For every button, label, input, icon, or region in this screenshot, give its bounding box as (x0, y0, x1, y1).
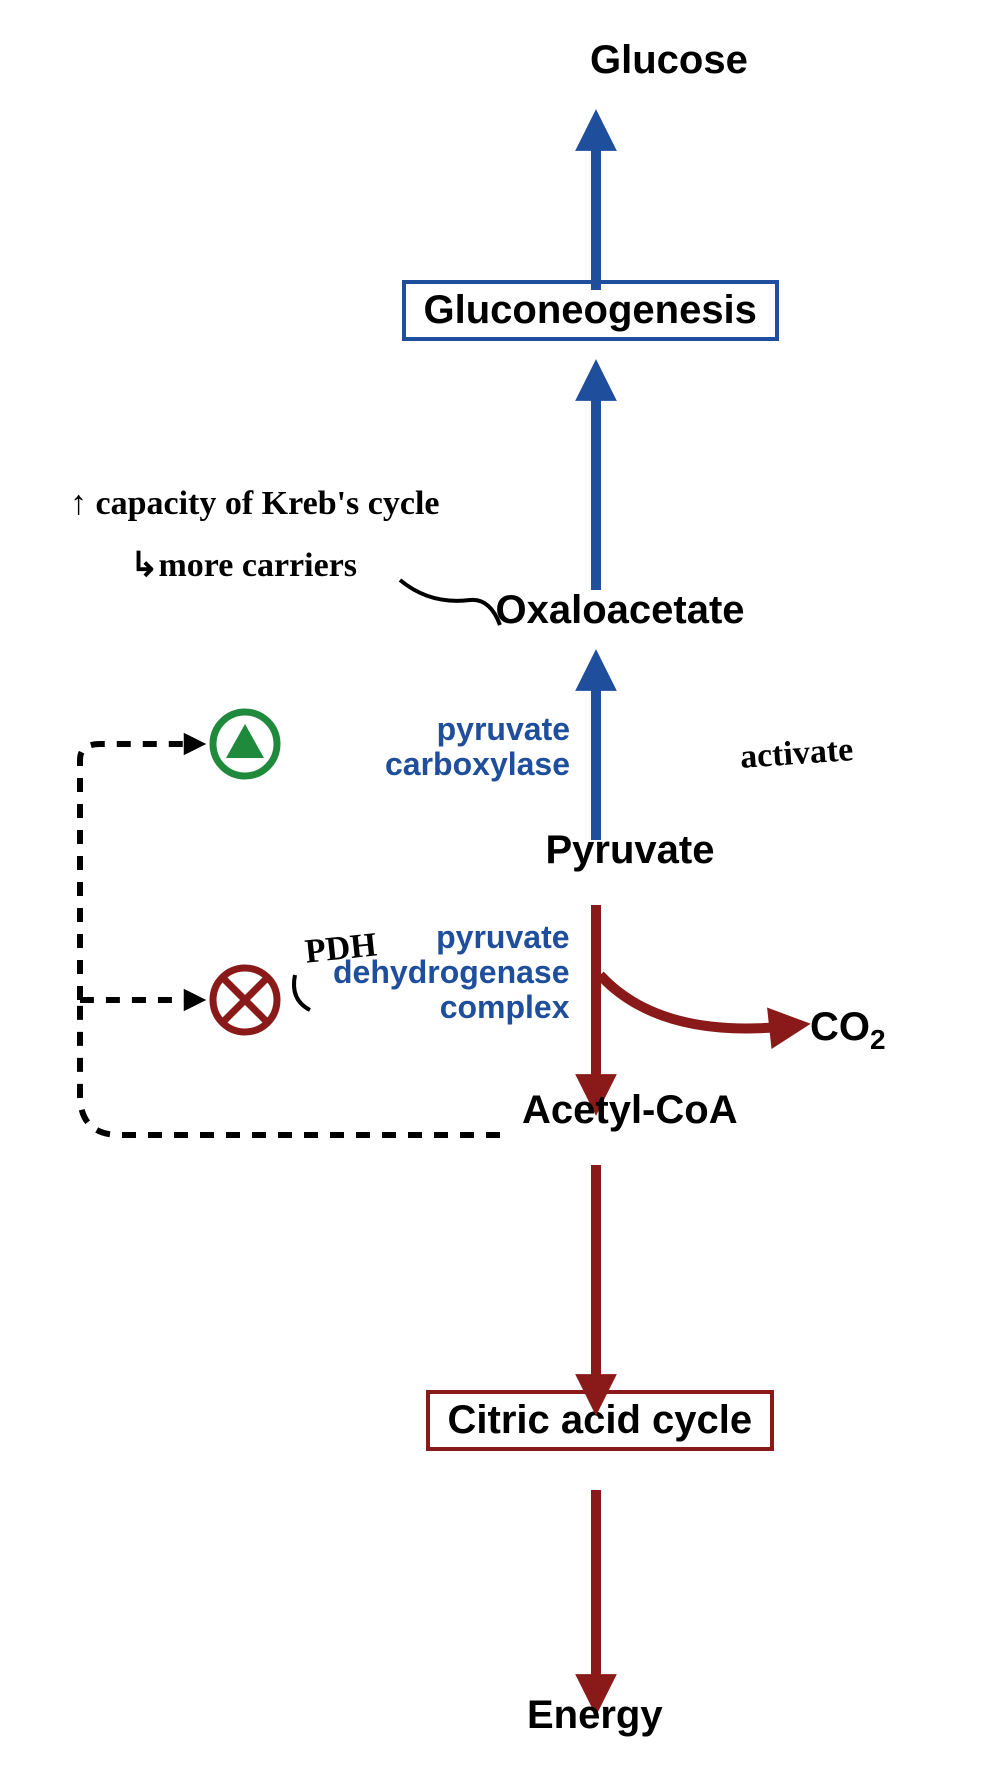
annotation-activate: activate (739, 731, 855, 777)
node-energy: Energy (527, 1693, 663, 1738)
annotation-pdh: PDH (303, 926, 378, 971)
enzyme-pc-line2: carboxylase (385, 747, 570, 782)
enzyme-pc-line1: pyruvate (385, 712, 570, 747)
activator-triangle-icon (226, 724, 264, 758)
arrow-to-co2 (600, 975, 790, 1028)
annotation-carriers: ↳more carriers (130, 545, 357, 585)
annotation-capacity: ↑ capacity of Kreb's cycle (70, 485, 440, 523)
node-acetyl-coa: Acetyl-CoA (522, 1088, 738, 1133)
node-citric-acid-box: Citric acid cycle (426, 1390, 775, 1451)
inhibitor-x2-icon (223, 978, 267, 1022)
enzyme-pdh-line3: complex (333, 990, 570, 1025)
node-pyruvate: Pyruvate (546, 828, 715, 873)
node-gluconeogenesis-box: Gluconeogenesis (402, 280, 779, 341)
annotation-carriers-connector (400, 580, 500, 625)
annotation-pdh-connector (294, 975, 310, 1010)
node-oxaloacetate: Oxaloacetate (496, 588, 745, 633)
inhibitor-icon (213, 968, 277, 1032)
enzyme-pyruvate-carboxylase: pyruvate carboxylase (385, 712, 570, 782)
node-citric-acid-label: Citric acid cycle (448, 1398, 753, 1442)
node-co2: CO2 (810, 1005, 886, 1056)
inhibitor-x1-icon (223, 978, 267, 1022)
node-gluconeogenesis-label: Gluconeogenesis (424, 288, 757, 332)
feedback-dashed-up (80, 744, 195, 1000)
activator-icon (213, 712, 277, 776)
diagram-arrows (0, 0, 1000, 1792)
